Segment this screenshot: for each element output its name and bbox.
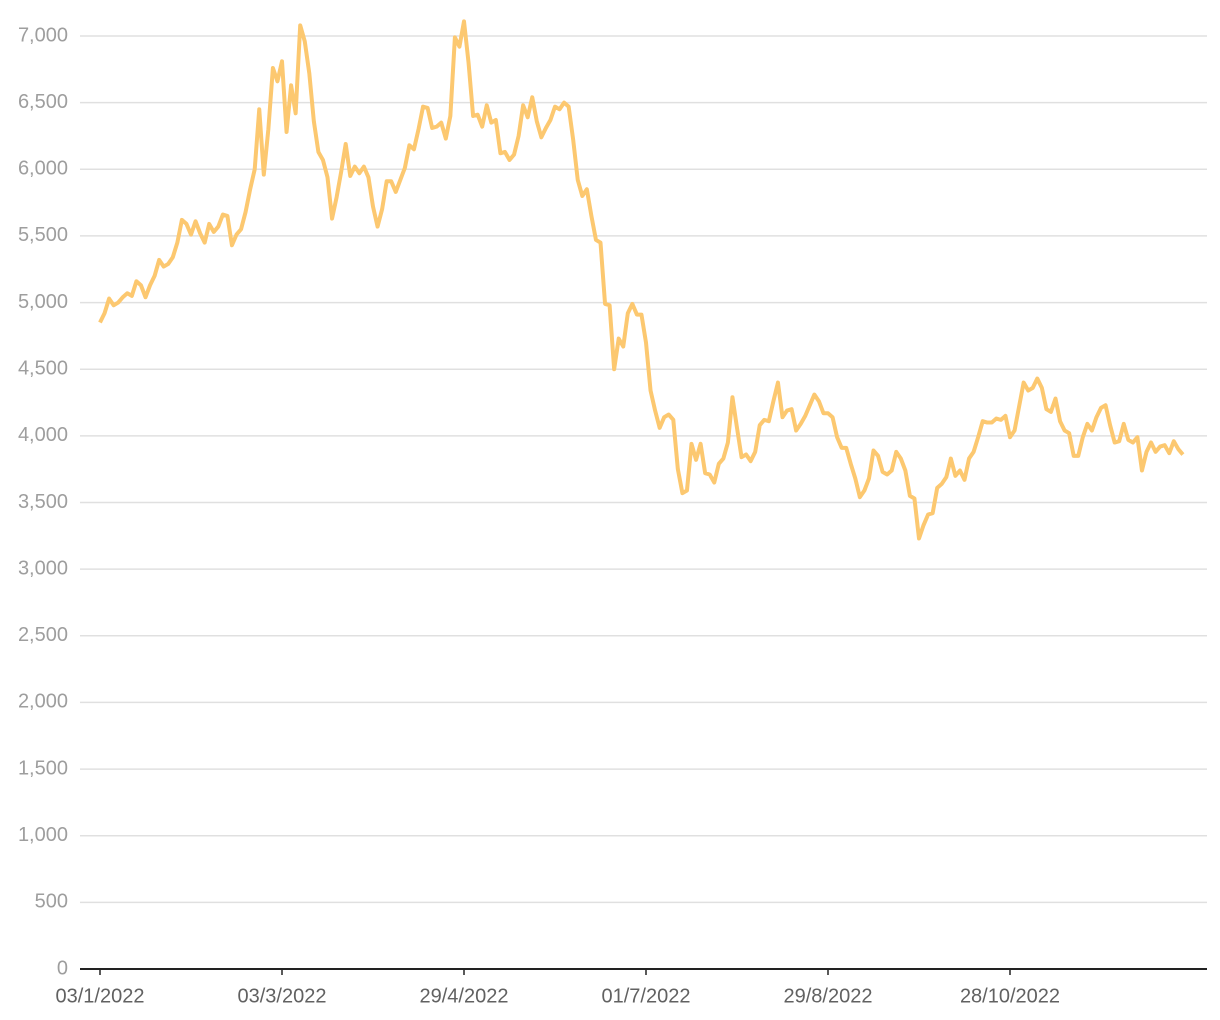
data-line (98, 19, 1185, 541)
y-tick-label: 2,000 (18, 691, 68, 713)
x-tick-label: 29/8/2022 (784, 985, 873, 1007)
y-tick-label: 2,500 (18, 624, 68, 646)
y-tick-label: 1,000 (18, 824, 68, 846)
y-tick-label: 3,000 (18, 557, 68, 579)
x-tick-label: 03/3/2022 (238, 985, 327, 1007)
y-tick-label: 3,500 (18, 491, 68, 513)
y-tick-label: 6,500 (18, 91, 68, 113)
x-tick-label: 03/1/2022 (56, 985, 145, 1007)
y-tick-label: 5,500 (18, 224, 68, 246)
y-tick-label: 5,000 (18, 291, 68, 313)
y-tick-label: 1,500 (18, 757, 68, 779)
y-tick-label: 500 (35, 891, 68, 913)
x-tick-label: 01/7/2022 (602, 985, 691, 1007)
y-tick-label: 4,500 (18, 357, 68, 379)
y-tick-label: 0 (57, 957, 68, 979)
y-tick-label: 7,000 (18, 24, 68, 46)
x-tick-label: 28/10/2022 (960, 985, 1060, 1007)
y-tick-label: 4,000 (18, 424, 68, 446)
y-tick-label: 6,000 (18, 158, 68, 180)
x-tick-label: 29/4/2022 (420, 985, 509, 1007)
